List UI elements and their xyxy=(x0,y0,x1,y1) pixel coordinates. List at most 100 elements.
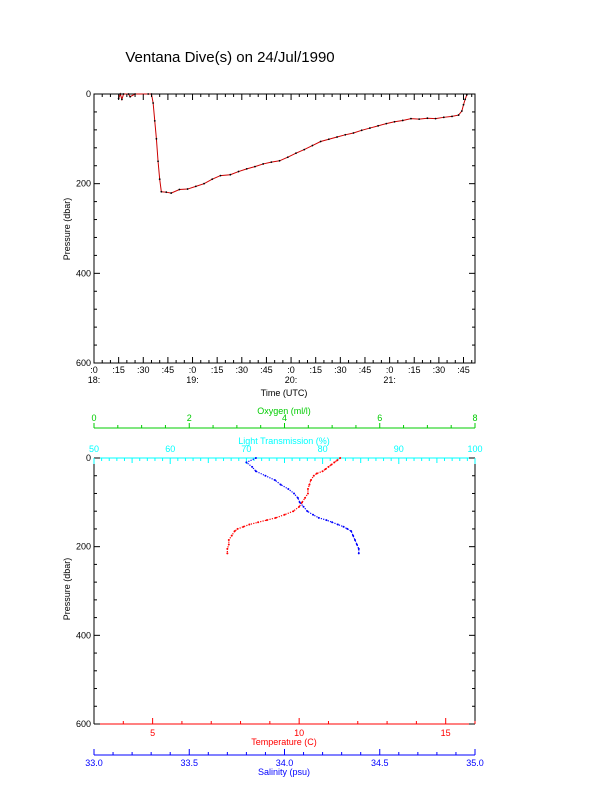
light-transmission-axis-label: Light Transmission (%) xyxy=(238,436,330,446)
temperature-profile-point xyxy=(230,534,233,537)
chart2-y-tick-label: 0 xyxy=(86,453,91,463)
oxygen-axis-label: Oxygen (ml/l) xyxy=(257,406,311,416)
dive-pressure-point xyxy=(401,119,404,122)
temperature-profile-point xyxy=(339,457,342,459)
dive-pressure-point xyxy=(153,120,156,122)
dive-pressure-point xyxy=(237,170,240,173)
dive-pressure-point xyxy=(229,173,232,176)
dive-pressure-point xyxy=(286,156,289,159)
dive-pressure-point xyxy=(170,192,173,194)
dive-pressure-point xyxy=(194,185,197,188)
dive-pressure-point xyxy=(464,98,467,101)
temperature-profile-point xyxy=(227,543,230,546)
chart1-x-tick-label: :15 xyxy=(309,365,322,375)
temperature-profile-point xyxy=(274,516,277,519)
dive-pressure-point xyxy=(344,133,347,136)
temperature-profile-point xyxy=(327,465,330,468)
chart1-x-hour-label: 21: xyxy=(383,375,396,385)
page-title: Ventana Dive(s) on 24/Jul/1990 xyxy=(125,49,335,66)
salinity-profile-point xyxy=(254,470,257,473)
temperature-profile-point xyxy=(226,547,229,550)
dive-pressure-point xyxy=(303,148,306,151)
salinity-profile-point xyxy=(287,488,290,491)
chart1-plot-border xyxy=(93,93,476,364)
temperature-axis-label: Temperature (C) xyxy=(251,737,317,747)
salinity-profile-point xyxy=(254,457,257,459)
chart1-x-hour-label: 19: xyxy=(186,375,199,385)
chart1-x-tick-label: :30 xyxy=(236,365,249,375)
dive-pressure-point xyxy=(203,182,205,185)
temperature-profile-point xyxy=(306,492,309,495)
chart1-x-tick-label: :30 xyxy=(334,365,347,375)
temperature-profile-point xyxy=(301,501,304,504)
dive-pressure-point xyxy=(160,190,163,193)
dive-pressure-point xyxy=(393,120,396,123)
salinity-profile-point xyxy=(352,534,355,537)
chart2-series xyxy=(226,457,360,555)
temperature-profile-point xyxy=(315,472,318,475)
dive-pressure-point xyxy=(462,103,465,106)
dive-pressure-point xyxy=(385,122,388,125)
temperature-profile-point xyxy=(248,523,251,526)
temperature-profile-point xyxy=(336,459,339,462)
salinity-profile-point xyxy=(312,513,315,516)
salinity-tick-label: 33.5 xyxy=(180,758,198,768)
light-tick-label: 70 xyxy=(241,444,251,454)
dive-pressure-point xyxy=(352,132,355,134)
temperature-profile-point xyxy=(292,510,295,513)
dive-pressure-point xyxy=(262,163,265,165)
dive-pressure-point xyxy=(360,129,363,132)
chart1-y-axis-label: Pressure (dbar) xyxy=(62,198,72,261)
chart1-y-tick-label: 200 xyxy=(76,179,91,189)
dive-pressure-point xyxy=(410,117,412,120)
oxygen-tick-label: 8 xyxy=(472,413,477,423)
salinity-tick-label: 34.5 xyxy=(371,758,389,768)
dive-pressure-point xyxy=(270,161,273,164)
dive-pressure-point xyxy=(295,152,297,155)
salinity-tick-label: 34.0 xyxy=(276,758,294,768)
chart1-x-tick-label: :45 xyxy=(457,365,470,375)
temperature-profile-point xyxy=(304,496,307,499)
temperature-tick-label: 10 xyxy=(294,728,304,738)
dive-pressure-point xyxy=(434,117,437,120)
chart1-x-tick-label: :0 xyxy=(386,365,394,375)
dive-pressure-point xyxy=(327,138,330,141)
salinity-profile-point xyxy=(350,530,353,533)
salinity-profile-point xyxy=(336,523,339,526)
salinity-profile-point xyxy=(317,516,320,519)
salinity-profile-point xyxy=(302,505,305,508)
temperature-tick-label: 5 xyxy=(150,728,155,738)
dive-pressure-point xyxy=(457,114,460,116)
temperature-profile-point xyxy=(306,488,309,491)
salinity-profile-point xyxy=(357,547,360,550)
oxygen-tick-label: 6 xyxy=(377,413,382,423)
temperature-profile-point xyxy=(233,530,236,533)
salinity-axis-label: Salinity (psu) xyxy=(258,767,310,777)
salinity-tick-label: 33.0 xyxy=(85,758,103,768)
chart1-y-tick-label: 0 xyxy=(86,89,91,99)
dive-pressure-point xyxy=(158,178,161,181)
chart1-trace xyxy=(117,92,468,194)
chart1-x-tick-label: :15 xyxy=(112,365,125,375)
dive-pressure-point xyxy=(319,140,322,143)
dive-pressure-point xyxy=(460,110,463,112)
dive-pressure-point xyxy=(465,93,468,96)
dive-pressure-point xyxy=(442,116,445,119)
temperature-profile-point xyxy=(227,539,230,542)
dive-pressure-point xyxy=(121,98,123,101)
chart2-y-axis-label: Pressure (dbar) xyxy=(62,558,72,621)
salinity-profile-line xyxy=(245,457,360,554)
temperature-profile-point xyxy=(265,519,268,522)
chart1-x-axis-label: Time (UTC) xyxy=(261,388,308,398)
salinity-profile-point xyxy=(331,521,334,524)
dive-pressure-point xyxy=(254,165,256,168)
salinity-profile-point xyxy=(306,510,309,513)
chart1-x-tick-label: :45 xyxy=(260,365,273,375)
temperature-profile-point xyxy=(257,521,260,524)
dive-pressure-point xyxy=(278,159,281,162)
chart1-x-tick-label: :0 xyxy=(189,365,197,375)
temperature-profile-point xyxy=(226,552,229,555)
chart1-x-hour-label: 18: xyxy=(88,375,101,385)
salinity-profile-point xyxy=(342,525,345,528)
